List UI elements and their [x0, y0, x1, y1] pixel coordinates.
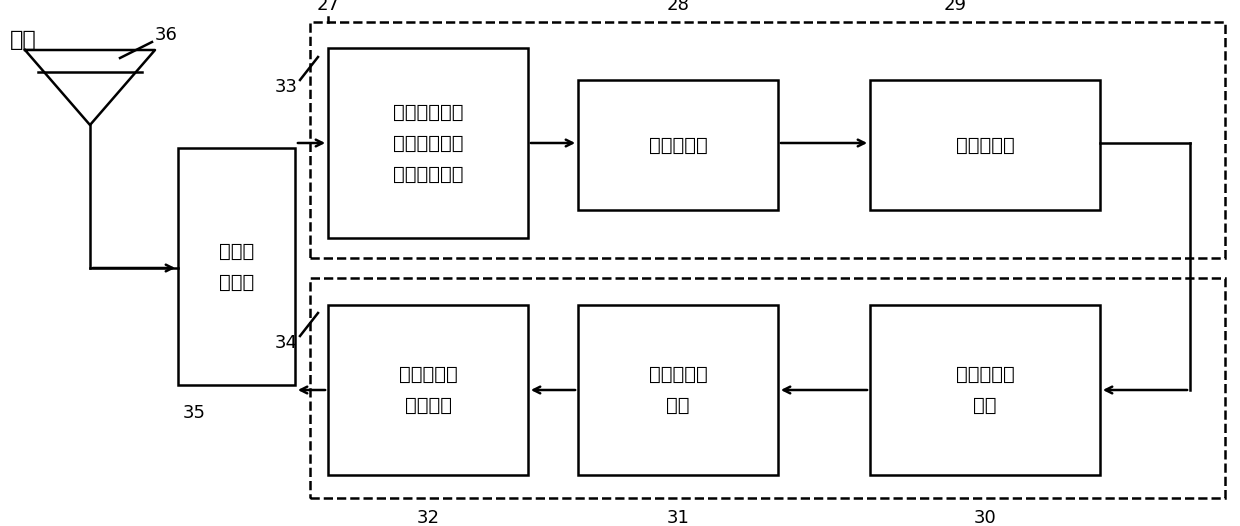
- Bar: [870, 305, 1100, 475]
- Text: 33: 33: [275, 78, 298, 96]
- Bar: [578, 305, 777, 475]
- Text: 天线: 天线: [10, 30, 37, 50]
- Text: 收发转
换电路: 收发转 换电路: [219, 241, 254, 291]
- Bar: [870, 80, 1100, 210]
- Bar: [578, 80, 777, 210]
- Text: 28: 28: [667, 0, 689, 14]
- Text: 32: 32: [417, 509, 439, 526]
- Text: 微波信号调
制器: 微波信号调 制器: [649, 365, 707, 415]
- Text: 信号分析器: 信号分析器: [956, 136, 1014, 155]
- Text: 31: 31: [667, 509, 689, 526]
- Bar: [310, 22, 1225, 258]
- Text: 比值法固支梁
微纳微波检测
解调单片系统: 比值法固支梁 微纳微波检测 解调单片系统: [393, 103, 464, 184]
- Bar: [179, 148, 295, 385]
- Text: 信号存储器: 信号存储器: [649, 136, 707, 155]
- Text: 微波信号重
构器: 微波信号重 构器: [956, 365, 1014, 415]
- Text: 27: 27: [316, 0, 340, 14]
- Text: 34: 34: [275, 334, 298, 352]
- Bar: [329, 48, 528, 238]
- Text: 30: 30: [973, 509, 997, 526]
- Text: 微波信号功
率放大器: 微波信号功 率放大器: [398, 365, 458, 415]
- Text: 29: 29: [944, 0, 966, 14]
- Bar: [310, 278, 1225, 498]
- Text: 36: 36: [155, 26, 177, 44]
- Text: 35: 35: [184, 404, 206, 422]
- Bar: [329, 305, 528, 475]
